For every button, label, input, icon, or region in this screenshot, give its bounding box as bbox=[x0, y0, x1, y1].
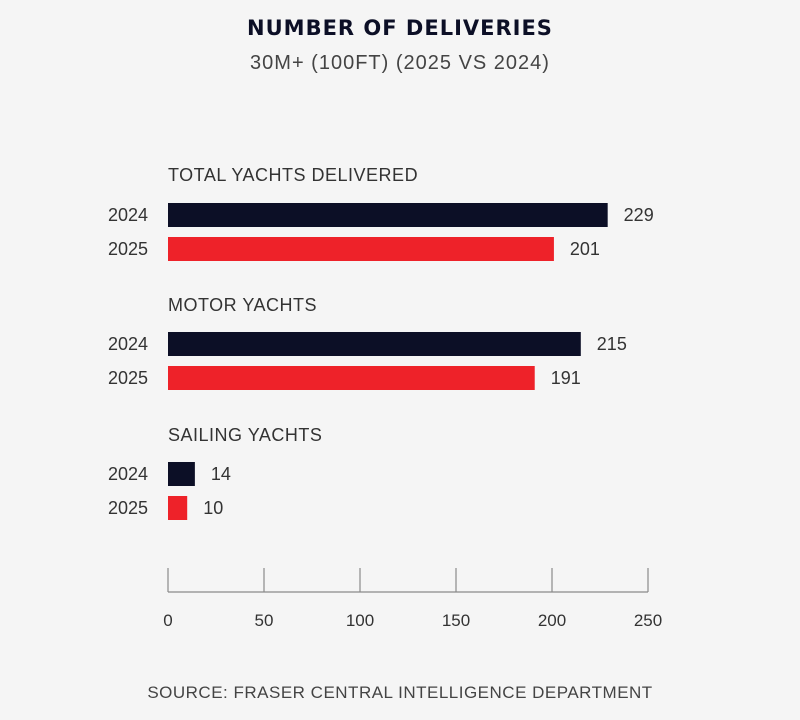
x-tick-label: 150 bbox=[442, 611, 470, 630]
bar-group: MOTOR YACHTS 2024 215 2025 191 bbox=[108, 295, 627, 390]
data-label: 201 bbox=[570, 239, 600, 259]
chart-subtitle: 30M+ (100FT) (2025 VS 2024) bbox=[250, 52, 550, 74]
year-label: 2025 bbox=[108, 498, 148, 518]
bar bbox=[168, 237, 554, 261]
x-tick-label: 100 bbox=[346, 611, 374, 630]
x-tick-label: 250 bbox=[634, 611, 662, 630]
source-note: SOURCE: FRASER CENTRAL INTELLIGENCE DEPA… bbox=[147, 683, 652, 702]
chart-title: NUMBER OF DELIVERIES bbox=[247, 16, 553, 40]
group-label: MOTOR YACHTS bbox=[168, 295, 317, 315]
bar bbox=[168, 366, 535, 390]
bar bbox=[168, 203, 608, 227]
bars-layer: TOTAL YACHTS DELIVERED 2024 229 2025 201 MOTO… bbox=[108, 165, 654, 520]
data-label: 191 bbox=[551, 368, 581, 388]
bar bbox=[168, 462, 195, 486]
year-label: 2024 bbox=[108, 464, 148, 484]
year-label: 2024 bbox=[108, 334, 148, 354]
bar-group: SAILING YACHTS 2024 14 2025 10 bbox=[108, 425, 322, 520]
bar-group: TOTAL YACHTS DELIVERED 2024 229 2025 201 bbox=[108, 165, 654, 261]
data-label: 229 bbox=[624, 205, 654, 225]
data-label: 14 bbox=[211, 464, 231, 484]
bar bbox=[168, 332, 581, 356]
x-tick-label: 0 bbox=[163, 611, 172, 630]
data-label: 215 bbox=[597, 334, 627, 354]
x-tick-label: 200 bbox=[538, 611, 566, 630]
group-label: SAILING YACHTS bbox=[168, 425, 322, 445]
x-axis: 0 50 100 150 200 250 bbox=[163, 568, 662, 630]
year-label: 2025 bbox=[108, 239, 148, 259]
data-label: 10 bbox=[203, 498, 223, 518]
bar bbox=[168, 496, 188, 520]
year-label: 2024 bbox=[108, 205, 148, 225]
year-label: 2025 bbox=[108, 368, 148, 388]
x-tick-label: 50 bbox=[255, 611, 274, 630]
group-label: TOTAL YACHTS DELIVERED bbox=[168, 165, 418, 185]
